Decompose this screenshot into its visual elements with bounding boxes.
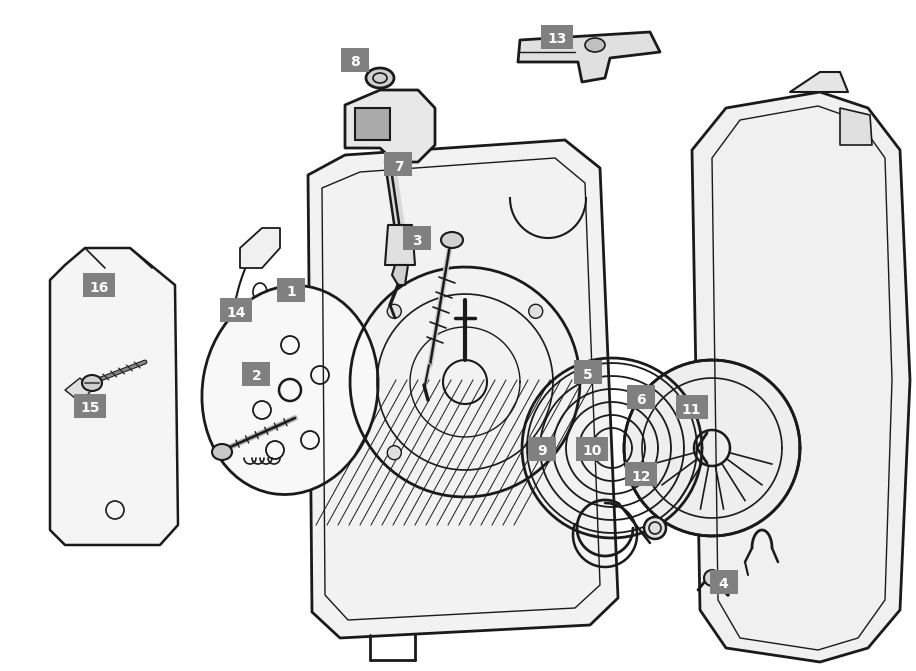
Ellipse shape [644,517,666,539]
FancyBboxPatch shape [626,462,657,486]
Text: 10: 10 [582,444,602,458]
FancyBboxPatch shape [278,278,305,302]
FancyBboxPatch shape [710,570,737,594]
FancyBboxPatch shape [627,385,655,409]
Text: 1: 1 [287,285,296,299]
Text: 14: 14 [226,305,246,319]
Ellipse shape [387,446,401,460]
Ellipse shape [441,232,463,248]
Ellipse shape [529,446,542,460]
FancyBboxPatch shape [243,362,270,386]
Polygon shape [692,92,910,662]
Polygon shape [518,32,660,82]
FancyBboxPatch shape [342,48,369,72]
Ellipse shape [82,375,102,391]
Polygon shape [240,228,280,268]
Text: 4: 4 [719,577,728,591]
FancyBboxPatch shape [576,437,607,461]
FancyBboxPatch shape [574,360,602,384]
Ellipse shape [202,285,378,495]
Ellipse shape [624,360,800,536]
FancyBboxPatch shape [541,25,572,49]
Text: 5: 5 [583,368,593,382]
Text: 15: 15 [80,401,100,415]
Polygon shape [840,108,872,145]
FancyBboxPatch shape [403,226,431,250]
Polygon shape [65,378,92,402]
Text: 3: 3 [412,234,421,248]
Text: 2: 2 [252,369,261,383]
Text: 8: 8 [351,55,360,69]
FancyBboxPatch shape [221,298,252,322]
Text: 13: 13 [547,32,567,46]
Text: 12: 12 [631,470,651,484]
Text: 7: 7 [394,160,403,174]
FancyBboxPatch shape [355,108,390,140]
FancyBboxPatch shape [529,437,556,461]
Ellipse shape [212,444,232,460]
FancyBboxPatch shape [83,273,114,297]
Polygon shape [50,248,178,545]
Text: 9: 9 [538,444,547,458]
Ellipse shape [387,304,401,318]
Polygon shape [790,72,848,92]
Polygon shape [308,140,618,638]
Polygon shape [345,90,435,162]
Text: 6: 6 [637,393,646,407]
Ellipse shape [529,304,542,318]
Text: 16: 16 [89,280,109,295]
Ellipse shape [366,68,394,88]
Polygon shape [385,225,415,265]
Ellipse shape [585,38,605,52]
Text: 11: 11 [682,403,702,417]
Polygon shape [392,265,408,285]
FancyBboxPatch shape [385,152,412,176]
Ellipse shape [704,570,720,586]
FancyBboxPatch shape [74,394,105,418]
FancyBboxPatch shape [676,395,707,419]
